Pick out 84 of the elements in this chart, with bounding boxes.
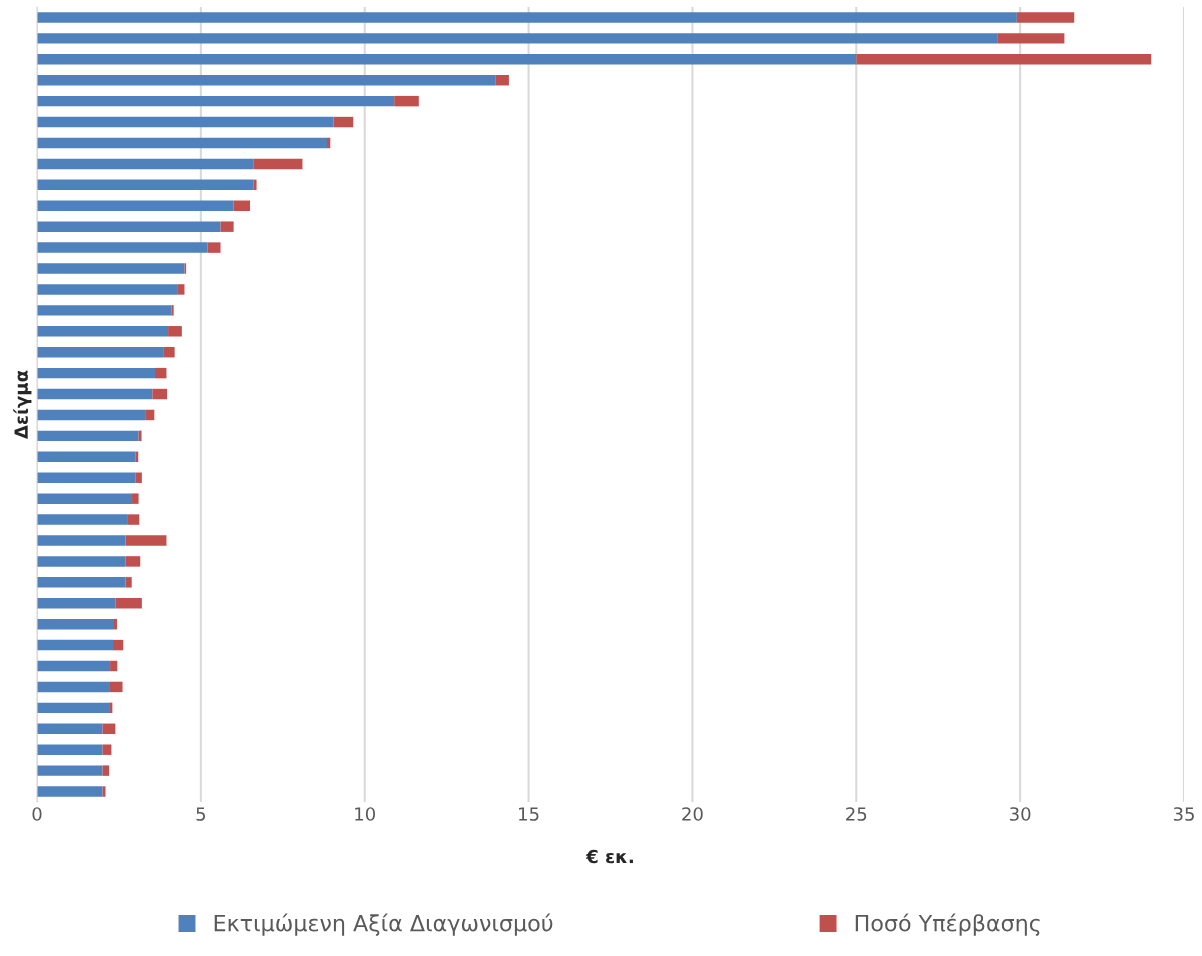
bar: [37, 242, 208, 253]
bar: [37, 786, 103, 797]
bar: [37, 116, 334, 128]
bar: [37, 598, 116, 609]
legend-label: Ποσό Υπέρβασης: [855, 913, 1040, 936]
bar: [37, 179, 254, 191]
bar: [37, 74, 496, 86]
x-tick-label: 5: [196, 807, 206, 821]
bar: [37, 472, 136, 483]
bar: [37, 346, 164, 358]
bar: [37, 765, 103, 776]
x-tick-label: 0: [32, 807, 42, 821]
bar: [37, 493, 133, 504]
bar: [138, 430, 142, 442]
bar: [154, 367, 167, 379]
bar: [102, 723, 116, 735]
bar: [37, 95, 395, 107]
bar: [220, 221, 234, 232]
bar: [37, 221, 221, 232]
bar: [37, 702, 110, 714]
x-tick-label: 20: [682, 807, 703, 821]
bar: [113, 639, 124, 651]
bar: [125, 535, 167, 546]
bar: [110, 660, 118, 672]
bar: [37, 514, 128, 525]
bar: [37, 326, 169, 337]
bar: [37, 263, 185, 274]
bar: [37, 556, 126, 567]
bar: [127, 514, 140, 525]
bar: [37, 158, 254, 170]
bar: [37, 33, 998, 44]
bar: [37, 54, 857, 65]
bar: [37, 535, 126, 546]
bar: [163, 346, 175, 358]
bar: [109, 681, 123, 693]
bar: [37, 137, 328, 149]
x-tick-label: 15: [519, 807, 539, 821]
bar: [125, 556, 141, 567]
bar: [125, 577, 132, 588]
bar: [37, 367, 155, 379]
legend-label: Εκτιμώμενη Αξία Διαγωνισμού: [214, 913, 553, 936]
bar: [37, 409, 146, 421]
bar: [856, 54, 1152, 65]
x-tick-label: 10: [355, 807, 375, 821]
bar: [233, 200, 251, 211]
bar: [37, 284, 178, 295]
bar: [37, 305, 172, 316]
bar: [115, 598, 142, 609]
bar: [135, 451, 139, 463]
bar: [1016, 12, 1075, 23]
bar: [177, 284, 185, 295]
bar: [253, 179, 257, 191]
bar: [37, 660, 111, 672]
bar: [145, 409, 155, 421]
bar: [37, 12, 1017, 23]
bar: [37, 451, 136, 463]
bar: [37, 744, 103, 755]
x-axis-title: € εκ.: [585, 849, 633, 864]
bar: [132, 493, 139, 504]
bar: [152, 388, 168, 400]
bar: [207, 242, 221, 253]
bar: [997, 33, 1065, 44]
bar: [37, 723, 103, 735]
bar: [114, 618, 117, 630]
bar: [495, 74, 509, 86]
bar: [37, 430, 139, 442]
bar: [37, 681, 110, 693]
x-tick-label: 35: [1173, 807, 1194, 821]
bar: [37, 388, 153, 400]
x-tick-label: 25: [846, 807, 867, 821]
bar: [394, 95, 419, 107]
bar: [253, 158, 303, 170]
bar: [102, 765, 110, 776]
bar: [37, 577, 126, 588]
bar: [135, 472, 142, 483]
bar: [37, 200, 234, 211]
bar: [333, 116, 354, 128]
bar: [171, 305, 174, 316]
x-tick-label: 30: [1010, 807, 1031, 821]
bar: [168, 326, 182, 337]
y-axis-title: Δείγμα: [13, 370, 32, 439]
bar: [37, 639, 114, 651]
bar: [102, 744, 112, 755]
bar: [37, 618, 115, 630]
